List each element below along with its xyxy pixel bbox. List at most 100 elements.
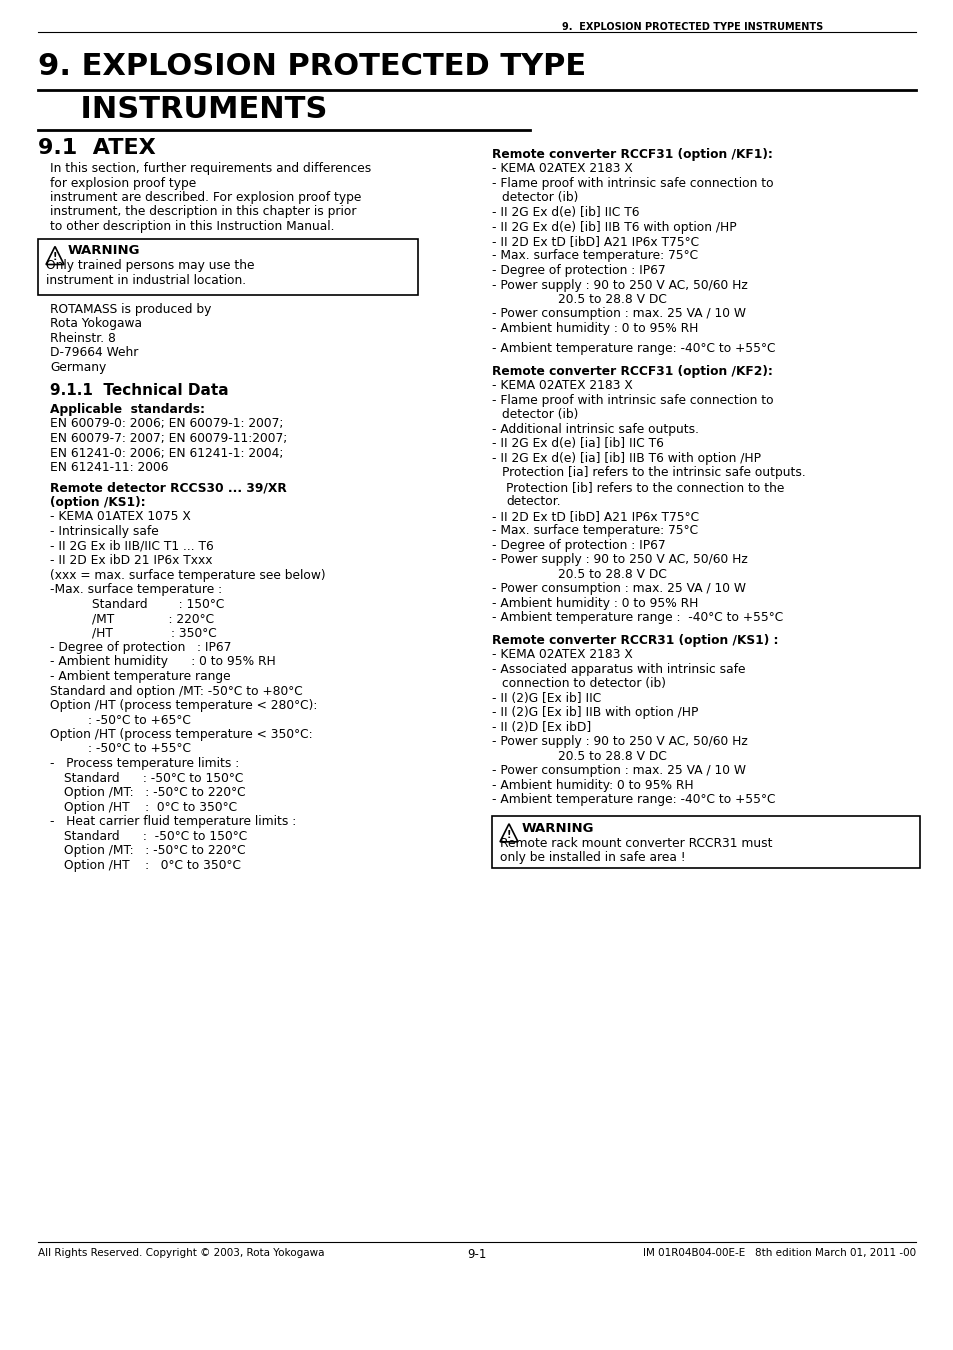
Text: - Ambient humidity      : 0 to 95% RH: - Ambient humidity : 0 to 95% RH <box>50 656 275 668</box>
Text: instrument in industrial location.: instrument in industrial location. <box>46 274 246 286</box>
Text: - KEMA 02ATEX 2183 X: - KEMA 02ATEX 2183 X <box>492 162 632 176</box>
Text: - KEMA 02ATEX 2183 X: - KEMA 02ATEX 2183 X <box>492 379 632 393</box>
Text: - II 2G Ex d(e) [ib] IIC T6: - II 2G Ex d(e) [ib] IIC T6 <box>492 207 639 219</box>
Text: 9.  EXPLOSION PROTECTED TYPE INSTRUMENTS: 9. EXPLOSION PROTECTED TYPE INSTRUMENTS <box>561 22 822 32</box>
Text: ROTAMASS is produced by: ROTAMASS is produced by <box>50 302 212 316</box>
Text: - Ambient temperature range: -40°C to +55°C: - Ambient temperature range: -40°C to +5… <box>492 343 775 355</box>
Text: EN 61241-11: 2006: EN 61241-11: 2006 <box>50 460 169 474</box>
Text: - KEMA 01ATEX 1075 X: - KEMA 01ATEX 1075 X <box>50 510 191 524</box>
Text: 9.1  ATEX: 9.1 ATEX <box>38 138 155 158</box>
Text: - Power supply : 90 to 250 V AC, 50/60 Hz: - Power supply : 90 to 250 V AC, 50/60 H… <box>492 278 747 292</box>
Text: - Degree of protection : IP67: - Degree of protection : IP67 <box>492 265 665 277</box>
Text: - Power supply : 90 to 250 V AC, 50/60 Hz: - Power supply : 90 to 250 V AC, 50/60 H… <box>492 736 747 748</box>
Text: - Ambient temperature range :  -40°C to +55°C: - Ambient temperature range : -40°C to +… <box>492 612 782 624</box>
Text: - II 2G Ex ib IIB/IIC T1 ... T6: - II 2G Ex ib IIB/IIC T1 ... T6 <box>50 540 213 552</box>
Text: -   Heat carrier fluid temperature limits :: - Heat carrier fluid temperature limits … <box>50 815 296 828</box>
Text: detector (ib): detector (ib) <box>501 192 578 204</box>
Bar <box>38 239 417 294</box>
Text: Only trained persons may use the: Only trained persons may use the <box>46 259 254 273</box>
Text: EN 61241-0: 2006; EN 61241-1: 2004;: EN 61241-0: 2006; EN 61241-1: 2004; <box>50 447 283 459</box>
Text: /MT              : 220°C: /MT : 220°C <box>91 612 213 625</box>
Text: - Associated apparatus with intrinsic safe: - Associated apparatus with intrinsic sa… <box>492 663 744 676</box>
Text: - Ambient humidity : 0 to 95% RH: - Ambient humidity : 0 to 95% RH <box>492 323 698 335</box>
Text: - Intrinsically safe: - Intrinsically safe <box>50 525 158 539</box>
Text: 20.5 to 28.8 V DC: 20.5 to 28.8 V DC <box>557 749 666 763</box>
Text: WARNING: WARNING <box>68 244 140 258</box>
Text: - Power supply : 90 to 250 V AC, 50/60 Hz: - Power supply : 90 to 250 V AC, 50/60 H… <box>492 554 747 566</box>
Text: - Ambient temperature range: -40°C to +55°C: - Ambient temperature range: -40°C to +5… <box>492 794 775 806</box>
Text: for explosion proof type: for explosion proof type <box>50 177 196 189</box>
Text: - Degree of protection : IP67: - Degree of protection : IP67 <box>492 539 665 552</box>
Text: Option /MT:   : -50°C to 220°C: Option /MT: : -50°C to 220°C <box>64 786 245 799</box>
Text: - Flame proof with intrinsic safe connection to: - Flame proof with intrinsic safe connec… <box>492 177 773 190</box>
Text: Protection [ia] refers to the intrinsic safe outputs.: Protection [ia] refers to the intrinsic … <box>501 466 805 479</box>
Text: - Additional intrinsic safe outputs.: - Additional intrinsic safe outputs. <box>492 423 699 436</box>
Text: EN 60079-0: 2006; EN 60079-1: 2007;: EN 60079-0: 2006; EN 60079-1: 2007; <box>50 417 283 431</box>
Text: IM 01R04B04-00E-E   8th edition March 01, 2011 -00: IM 01R04B04-00E-E 8th edition March 01, … <box>642 1247 915 1258</box>
Text: Applicable  standards:: Applicable standards: <box>50 404 205 416</box>
Text: WARNING: WARNING <box>521 822 594 834</box>
Text: Option /HT (process temperature < 350°C:: Option /HT (process temperature < 350°C: <box>50 728 313 741</box>
Text: Option /HT (process temperature < 280°C):: Option /HT (process temperature < 280°C)… <box>50 699 317 711</box>
Text: - Flame proof with intrinsic safe connection to: - Flame proof with intrinsic safe connec… <box>492 394 773 406</box>
Text: - II 2D Ex tD [ibD] A21 IP6x T75°C: - II 2D Ex tD [ibD] A21 IP6x T75°C <box>492 510 699 522</box>
Text: Standard      :  -50°C to 150°C: Standard : -50°C to 150°C <box>64 829 247 842</box>
Text: Option /MT:   : -50°C to 220°C: Option /MT: : -50°C to 220°C <box>64 844 245 857</box>
Text: only be installed in safe area !: only be installed in safe area ! <box>499 852 685 864</box>
Text: - II 2G Ex d(e) [ib] IIB T6 with option /HP: - II 2G Ex d(e) [ib] IIB T6 with option … <box>492 220 736 234</box>
Text: Germany: Germany <box>50 360 106 374</box>
Text: 20.5 to 28.8 V DC: 20.5 to 28.8 V DC <box>557 568 666 580</box>
Text: Remote converter RCCF31 (option /KF1):: Remote converter RCCF31 (option /KF1): <box>492 148 772 161</box>
Text: - II 2G Ex d(e) [ia] [ib] IIC T6: - II 2G Ex d(e) [ia] [ib] IIC T6 <box>492 437 663 451</box>
Text: : -50°C to +65°C: : -50°C to +65°C <box>88 714 191 726</box>
Text: Standard        : 150°C: Standard : 150°C <box>91 598 224 610</box>
Text: -Max. surface temperature :: -Max. surface temperature : <box>50 583 222 595</box>
Text: connection to detector (ib): connection to detector (ib) <box>501 678 665 690</box>
Text: Option /HT    :  0°C to 350°C: Option /HT : 0°C to 350°C <box>64 801 237 814</box>
Text: - II (2)G [Ex ib] IIB with option /HP: - II (2)G [Ex ib] IIB with option /HP <box>492 706 698 720</box>
Text: Protection [ib] refers to the connection to the: Protection [ib] refers to the connection… <box>505 481 783 494</box>
Text: - II 2D Ex ibD 21 IP6x Txxx: - II 2D Ex ibD 21 IP6x Txxx <box>50 554 213 567</box>
Text: Standard and option /MT: -50°C to +80°C: Standard and option /MT: -50°C to +80°C <box>50 684 302 698</box>
Text: instrument, the description in this chapter is prior: instrument, the description in this chap… <box>50 205 356 219</box>
Text: - II (2)G [Ex ib] IIC: - II (2)G [Ex ib] IIC <box>492 691 600 705</box>
Text: - Max. surface temperature: 75°C: - Max. surface temperature: 75°C <box>492 524 698 537</box>
Text: : -50°C to +55°C: : -50°C to +55°C <box>88 743 191 756</box>
Text: Option /HT    :   0°C to 350°C: Option /HT : 0°C to 350°C <box>64 859 241 872</box>
Text: INSTRUMENTS: INSTRUMENTS <box>38 95 327 124</box>
Text: - II (2)D [Ex ibD]: - II (2)D [Ex ibD] <box>492 721 591 734</box>
Text: Rheinstr. 8: Rheinstr. 8 <box>50 332 115 344</box>
Text: Remote detector RCCS30 ... 39/XR: Remote detector RCCS30 ... 39/XR <box>50 482 287 494</box>
Text: Standard      : -50°C to 150°C: Standard : -50°C to 150°C <box>64 771 243 784</box>
Text: Remote converter RCCR31 (option /KS1) :: Remote converter RCCR31 (option /KS1) : <box>492 633 778 647</box>
Text: - II 2D Ex tD [ibD] A21 IP6x T75°C: - II 2D Ex tD [ibD] A21 IP6x T75°C <box>492 235 699 248</box>
Text: instrument are described. For explosion proof type: instrument are described. For explosion … <box>50 190 361 204</box>
Bar <box>492 815 919 868</box>
Text: Rota Yokogawa: Rota Yokogawa <box>50 317 142 329</box>
Text: D-79664 Wehr: D-79664 Wehr <box>50 346 138 359</box>
Text: Remote converter RCCF31 (option /KF2):: Remote converter RCCF31 (option /KF2): <box>492 364 772 378</box>
Text: EN 60079-7: 2007; EN 60079-11:2007;: EN 60079-7: 2007; EN 60079-11:2007; <box>50 432 287 446</box>
Text: (option /KS1):: (option /KS1): <box>50 495 146 509</box>
Text: 9.1.1  Technical Data: 9.1.1 Technical Data <box>50 383 229 398</box>
Text: !: ! <box>506 830 511 840</box>
Text: /HT               : 350°C: /HT : 350°C <box>91 626 216 640</box>
Text: - Power consumption : max. 25 VA / 10 W: - Power consumption : max. 25 VA / 10 W <box>492 764 745 778</box>
Text: detector.: detector. <box>505 495 560 509</box>
Text: !: ! <box>52 252 57 262</box>
Text: 20.5 to 28.8 V DC: 20.5 to 28.8 V DC <box>557 293 666 306</box>
Text: All Rights Reserved. Copyright © 2003, Rota Yokogawa: All Rights Reserved. Copyright © 2003, R… <box>38 1247 324 1258</box>
Text: - Max. surface temperature: 75°C: - Max. surface temperature: 75°C <box>492 250 698 262</box>
Text: In this section, further requirements and differences: In this section, further requirements an… <box>50 162 371 176</box>
Text: Remote rack mount converter RCCR31 must: Remote rack mount converter RCCR31 must <box>499 837 772 849</box>
Text: - Power consumption : max. 25 VA / 10 W: - Power consumption : max. 25 VA / 10 W <box>492 308 745 320</box>
Text: (xxx = max. surface temperature see below): (xxx = max. surface temperature see belo… <box>50 568 325 582</box>
Text: detector (ib): detector (ib) <box>501 408 578 421</box>
Text: 9-1: 9-1 <box>467 1247 486 1261</box>
Text: to other description in this Instruction Manual.: to other description in this Instruction… <box>50 220 335 234</box>
Text: -   Process temperature limits :: - Process temperature limits : <box>50 757 239 769</box>
Text: - Ambient humidity : 0 to 95% RH: - Ambient humidity : 0 to 95% RH <box>492 597 698 610</box>
Text: - KEMA 02ATEX 2183 X: - KEMA 02ATEX 2183 X <box>492 648 632 662</box>
Text: - Degree of protection   : IP67: - Degree of protection : IP67 <box>50 641 232 653</box>
Text: - Ambient temperature range: - Ambient temperature range <box>50 670 231 683</box>
